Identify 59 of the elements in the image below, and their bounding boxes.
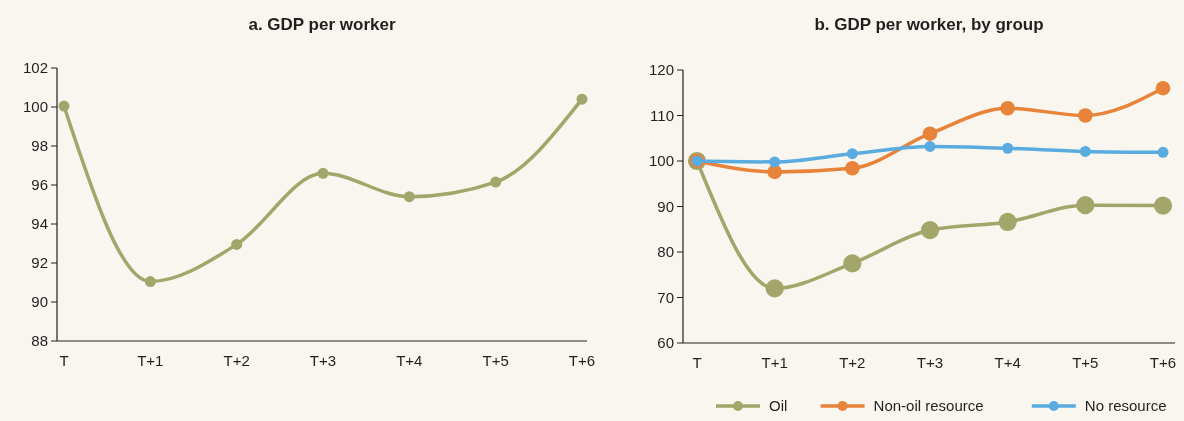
y-tick-label: 90	[657, 197, 674, 215]
point	[231, 238, 243, 250]
x-tick-label: T+3	[916, 354, 944, 371]
point	[1076, 196, 1095, 215]
point	[1079, 145, 1091, 157]
point	[769, 156, 781, 168]
point	[1002, 142, 1014, 154]
x-tick-label: T	[59, 352, 69, 369]
y-tick-label: 102	[22, 59, 48, 77]
point	[998, 212, 1017, 232]
x-tick-label: T+2	[223, 352, 250, 369]
y-tick-label: 80	[657, 243, 674, 261]
point	[924, 140, 936, 152]
y-tick-label: 96	[31, 176, 48, 194]
point	[922, 126, 938, 141]
point	[1157, 146, 1169, 158]
x-tick-label: T+5	[1072, 354, 1099, 371]
legend-label: Oil	[769, 397, 788, 415]
point	[403, 191, 415, 203]
point	[843, 254, 862, 273]
point	[845, 160, 860, 176]
y-tick-label: 100	[648, 152, 674, 170]
y-tick-label: 94	[31, 215, 48, 233]
point	[1153, 196, 1173, 215]
y-tick-label: 70	[657, 288, 674, 306]
point	[767, 164, 782, 180]
x-tick-label: T+4	[994, 354, 1021, 371]
point	[58, 100, 70, 112]
chart-title: a. GDP per worker	[248, 15, 396, 34]
x-tick-label: T+3	[309, 352, 337, 369]
x-tick-label: T+1	[137, 352, 164, 369]
legend-label: No resource	[1084, 397, 1167, 415]
y-tick-label: 120	[648, 61, 674, 79]
point	[576, 93, 588, 105]
legend-label: Non-oil resource	[873, 397, 984, 415]
x-tick-label: T+6	[1149, 354, 1177, 371]
point	[317, 167, 329, 179]
y-tick-label: 110	[650, 106, 674, 124]
x-tick-label: T+6	[568, 352, 596, 369]
y-tick-label: 92	[31, 254, 48, 272]
point	[144, 276, 156, 288]
point	[920, 221, 940, 240]
chart-title: b. GDP per worker, by group	[814, 15, 1044, 34]
y-tick-label: 60	[657, 334, 674, 352]
point	[765, 279, 784, 298]
point	[846, 148, 858, 160]
y-tick-label: 88	[31, 332, 48, 350]
point	[1078, 108, 1093, 123]
y-tick-label: 90	[31, 293, 48, 311]
x-tick-label: T	[692, 354, 702, 371]
point	[1155, 80, 1171, 96]
point	[1000, 100, 1015, 116]
x-tick-label: T+1	[761, 354, 788, 371]
x-tick-label: T+2	[839, 354, 866, 371]
x-tick-label: T+5	[482, 352, 509, 369]
x-tick-label: T+4	[396, 352, 423, 369]
y-tick-label: 98	[31, 137, 48, 155]
y-tick-label: 100	[22, 98, 48, 116]
point	[490, 176, 502, 188]
